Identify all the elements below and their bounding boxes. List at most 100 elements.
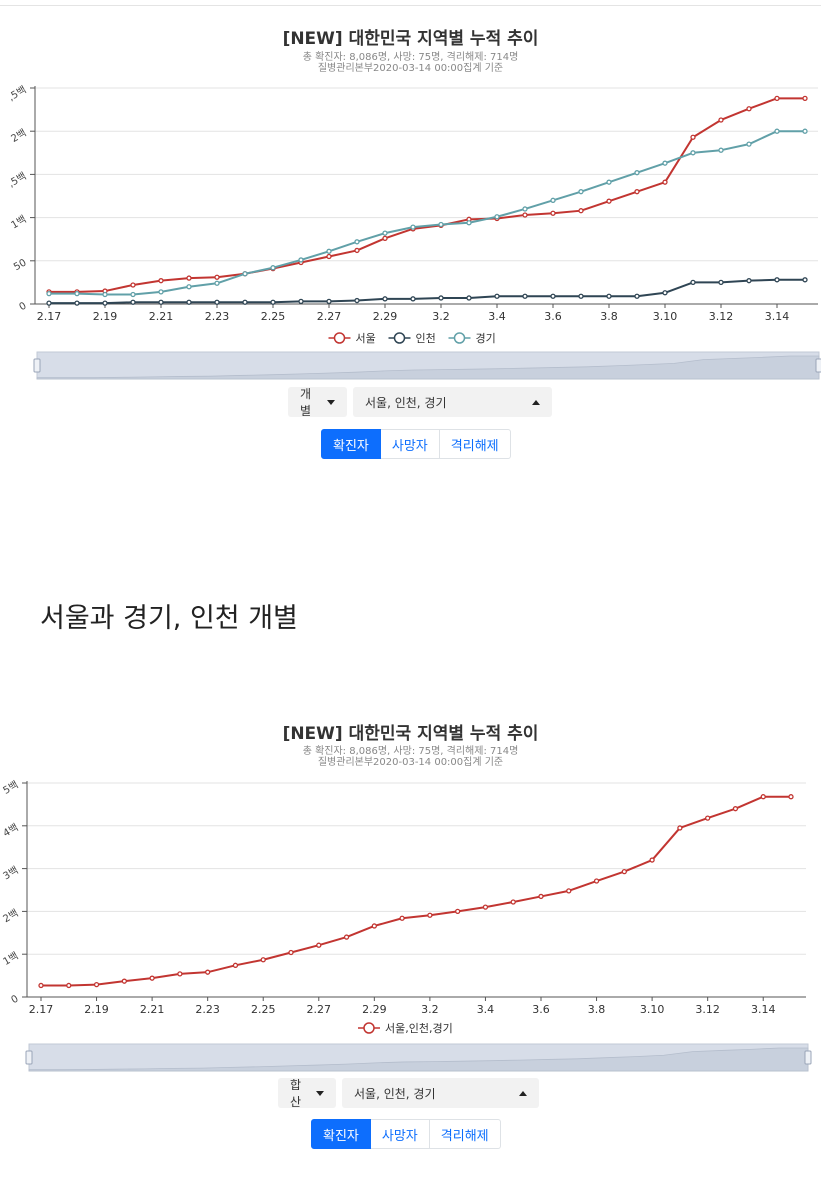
x-tick-label: 3.8: [600, 310, 618, 323]
data-point: [270, 299, 276, 305]
legend-item: 서울: [328, 332, 376, 345]
data-point: [621, 868, 627, 875]
data-point: [802, 277, 808, 283]
y-tick-label: 1백: [1, 950, 20, 968]
data-point: [288, 949, 294, 956]
series-line-경기: [49, 130, 805, 296]
series-line-서울,인천,경기: [41, 795, 791, 987]
y-tick-label: 2백: [9, 127, 28, 145]
data-zoom-slider: [33, 351, 821, 380]
series-line-인천: [49, 278, 805, 305]
data-point: [690, 150, 696, 156]
data-point: [371, 923, 377, 929]
confirmed-button[interactable]: 확진자: [311, 1119, 371, 1149]
data-point: [46, 290, 52, 297]
chart-subtitle-line1: 총 확진자: 8,086명, 사망: 75명, 격리해제: 714명: [302, 746, 519, 757]
caret-up-icon: [532, 399, 540, 405]
data-point: [494, 214, 500, 220]
data-point: [550, 293, 556, 299]
data-point: [606, 293, 612, 299]
data-point: [774, 95, 780, 102]
data-point: [662, 179, 668, 185]
data-point: [606, 198, 612, 204]
data-point: [578, 189, 584, 195]
released-button[interactable]: 격리해제: [439, 429, 511, 459]
y-tick-label: ,5백: [6, 84, 28, 104]
released-button[interactable]: 격리해제: [429, 1119, 501, 1149]
data-point: [354, 247, 360, 254]
legend-item: 인천: [388, 331, 436, 345]
line-chart-combined: 0 1백 2백 3백 4백 5백 2.17 2.19 2.21 2.23 2.25 2.27 2.29 3…: [1, 779, 812, 1072]
legend-label: 경기: [476, 332, 496, 345]
data-point: [788, 794, 794, 800]
x-tick-label: 3.2: [432, 310, 450, 323]
data-point: [74, 290, 80, 297]
data-point: [186, 299, 192, 305]
data-point: [186, 284, 192, 290]
confirmed-button[interactable]: 확진자: [321, 429, 381, 459]
data-point: [186, 275, 192, 281]
metric-button-group: 확진자 사망자 격리해제: [311, 1119, 501, 1149]
zoom-handle-right[interactable]: [804, 1050, 812, 1065]
caret-down-icon: [327, 399, 335, 405]
data-point: [718, 117, 724, 123]
data-point: [482, 904, 489, 910]
deaths-button[interactable]: 사망자: [380, 429, 440, 459]
data-point: [732, 806, 739, 812]
data-point: [399, 915, 405, 921]
mode-dropdown[interactable]: 합산: [278, 1078, 336, 1109]
data-point: [410, 224, 416, 230]
region-select[interactable]: 서울, 인천, 경기: [353, 387, 552, 417]
legend-item: 경기: [448, 332, 496, 345]
x-tick-label: 3.10: [640, 1003, 665, 1016]
filter-controls: 개별 서울, 인천, 경기: [288, 387, 552, 418]
data-point: [130, 282, 136, 288]
chart-panel-combined: [NEW] 대한민국 지역별 누적 추이 총 확진자: 8,086명, 사망: …: [0, 700, 821, 1170]
caret-up-icon: [519, 1090, 527, 1096]
data-point: [158, 299, 164, 305]
data-point: [158, 289, 164, 295]
data-point: [410, 296, 416, 302]
y-tick-label: 4백: [1, 821, 20, 839]
zoom-handle-left[interactable]: [25, 1050, 33, 1065]
data-point: [802, 95, 808, 102]
data-point: [232, 962, 239, 968]
data-zoom-slider: [25, 1043, 812, 1072]
data-point: [46, 300, 52, 306]
legend-marker: [333, 332, 346, 344]
x-tick-label: 2.21: [140, 1003, 165, 1016]
y-tick-label: ,5백: [6, 170, 28, 190]
top-divider: [0, 0, 821, 6]
x-tick-label: 2.25: [251, 1003, 276, 1016]
zoom-handle-right[interactable]: [815, 358, 821, 373]
data-point: [494, 293, 500, 299]
legend-marker: [393, 332, 406, 344]
data-point: [522, 293, 528, 299]
data-point: [260, 957, 266, 963]
data-point: [774, 277, 780, 283]
x-tick-label: 2.17: [37, 310, 62, 323]
x-tick-label: 2.17: [29, 1003, 54, 1016]
mode-dropdown[interactable]: 개별: [288, 387, 347, 418]
data-point: [326, 298, 332, 305]
data-point: [606, 179, 612, 185]
data-point: [578, 208, 584, 214]
x-tick-label: 2.19: [84, 1003, 109, 1016]
zoom-handle-left[interactable]: [33, 358, 41, 373]
data-point: [455, 908, 461, 915]
data-point: [466, 220, 472, 226]
legend-marker: [363, 1022, 375, 1034]
region-select[interactable]: 서울, 인천, 경기: [342, 1078, 539, 1108]
chart-title: [NEW] 대한민국 지역별 누적 추이: [282, 29, 539, 49]
data-point: [214, 274, 220, 280]
data-point: [121, 978, 127, 984]
data-point: [538, 893, 544, 900]
x-tick-label: 3.6: [532, 1003, 550, 1016]
x-tick-label: 3.10: [653, 310, 678, 323]
data-point: [550, 210, 556, 216]
data-point: [354, 239, 360, 245]
data-point: [149, 975, 155, 981]
data-point: [130, 299, 136, 305]
zoom-preview-area: [36, 355, 820, 380]
deaths-button[interactable]: 사망자: [370, 1119, 430, 1149]
